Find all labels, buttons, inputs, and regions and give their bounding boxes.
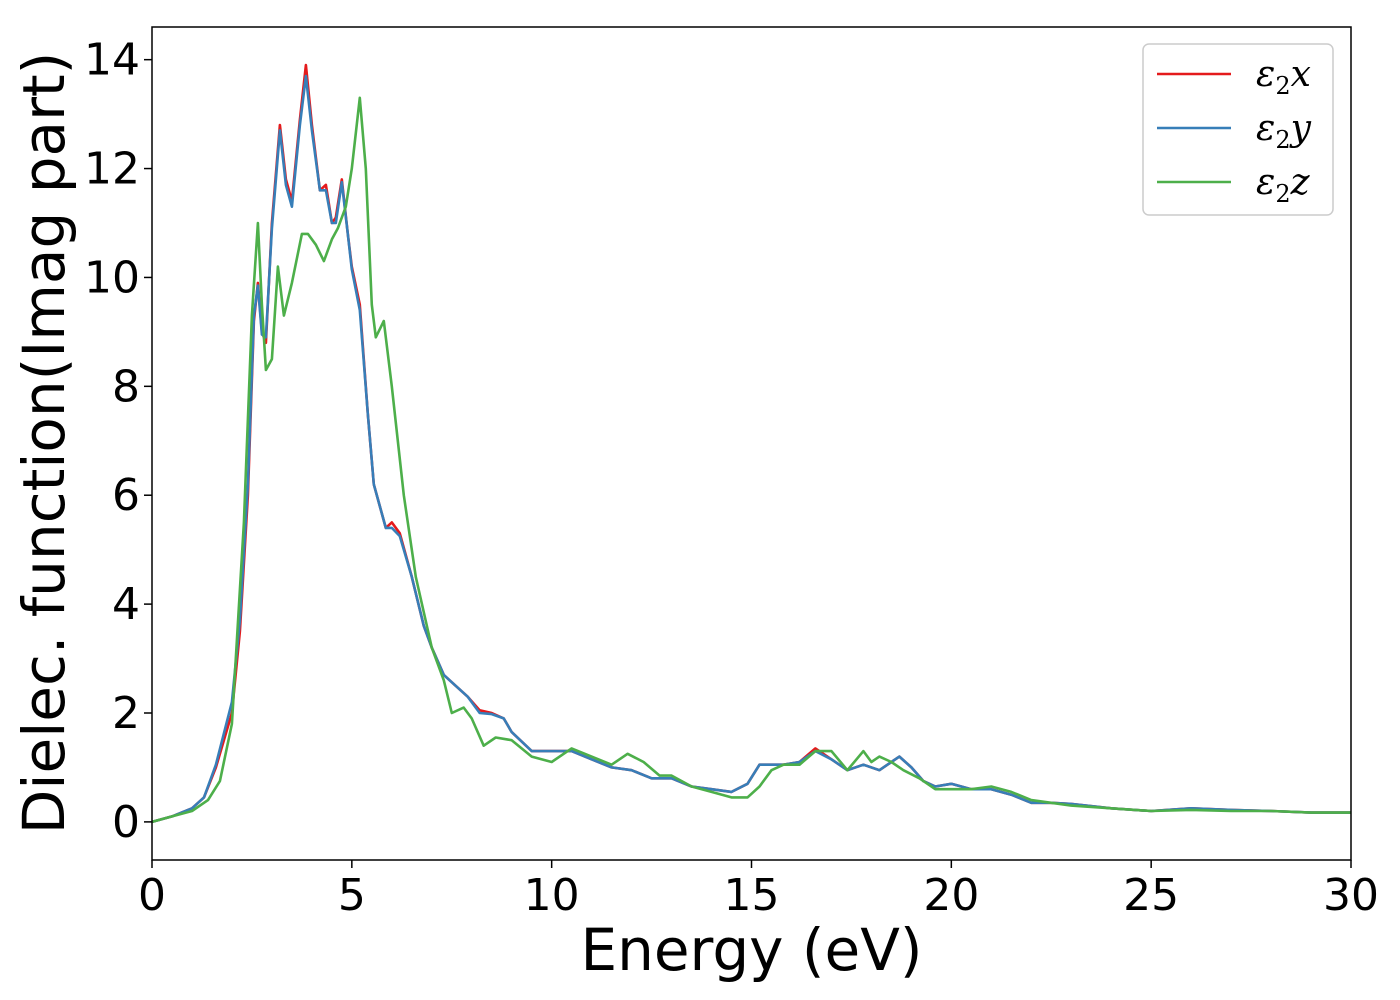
plot-lines bbox=[151, 63, 1351, 824]
y-tick-label: 6 bbox=[112, 470, 140, 521]
y-tick-label: 2 bbox=[112, 688, 140, 739]
y-tick-label: 14 bbox=[84, 35, 140, 86]
x-axis-ticks: 0 5 10 15 20 25 30 bbox=[138, 860, 1379, 921]
series-line-2 bbox=[151, 74, 1351, 824]
y-axis-title: Dielec. function(Imag part) bbox=[10, 52, 78, 835]
legend-box bbox=[1142, 43, 1334, 216]
y-tick-label: 10 bbox=[84, 252, 140, 303]
legend: ε2x ε2y ε2z bbox=[1142, 43, 1334, 216]
x-tick-label: 10 bbox=[524, 870, 580, 921]
x-tick-label: 0 bbox=[138, 870, 166, 921]
x-tick-label: 30 bbox=[1323, 870, 1379, 921]
y-axis-ticks: 0 2 4 6 8 10 12 14 bbox=[84, 35, 152, 848]
x-tick-label: 5 bbox=[338, 870, 366, 921]
x-axis-title: Energy (eV) bbox=[580, 916, 922, 984]
x-tick-label: 25 bbox=[1123, 870, 1179, 921]
x-tick-label: 15 bbox=[724, 870, 780, 921]
y-tick-label: 8 bbox=[112, 361, 140, 412]
legend-entry-label: ε2x bbox=[1256, 54, 1311, 100]
legend-entry-label: ε2z bbox=[1256, 162, 1311, 208]
y-tick-label: 0 bbox=[112, 797, 140, 848]
y-tick-label: 4 bbox=[112, 579, 140, 630]
series-line-3 bbox=[151, 96, 1351, 824]
x-tick-label: 20 bbox=[923, 870, 979, 921]
legend-entry-label: ε2y bbox=[1256, 108, 1312, 154]
y-tick-label: 12 bbox=[84, 144, 140, 195]
